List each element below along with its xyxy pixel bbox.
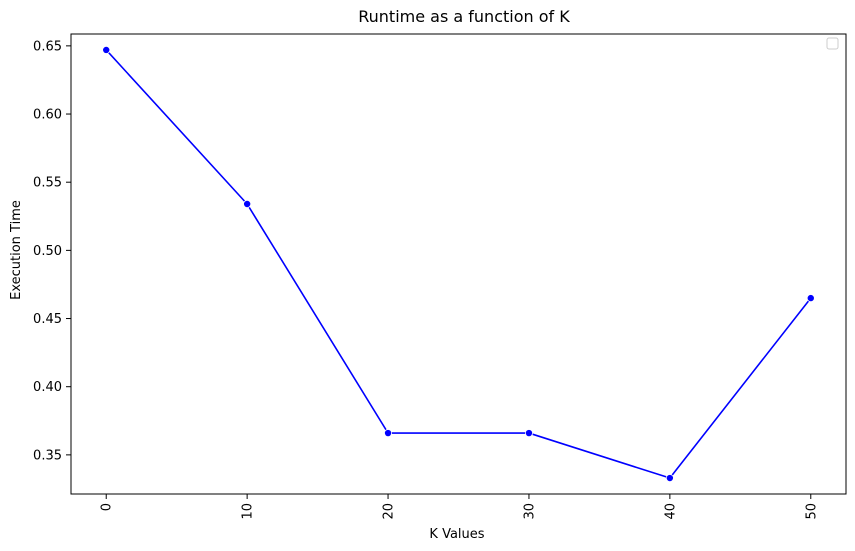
x-tick-label-3: 30: [522, 503, 537, 520]
x-tick-label-2: 20: [382, 503, 397, 520]
chart-title: Runtime as a function of K: [358, 7, 570, 26]
data-point-0-0: [102, 45, 111, 54]
x-tick-label-5: 50: [804, 503, 819, 520]
data-point-0-3: [524, 429, 533, 438]
data-point-0-1: [243, 200, 252, 209]
x-tick-label-1: 10: [241, 503, 256, 520]
plot-area: 0.35 0.40 0.45 0.50 0.55 0.60 0.65 0 10 20 30 40 50: [33, 33, 847, 520]
x-tick-label-0: 0: [100, 503, 115, 511]
x-tick-label-4: 40: [663, 503, 678, 520]
y-tick-label-2: 0.45: [33, 312, 62, 327]
data-point-0-2: [384, 429, 393, 438]
y-tick-label-1: 0.40: [33, 380, 62, 395]
legend-box: [826, 37, 839, 50]
data-point-0-5: [806, 294, 815, 303]
y-tick-label-0: 0.35: [33, 448, 62, 463]
y-tick-label-6: 0.65: [33, 39, 62, 54]
data-point-0-4: [665, 474, 674, 483]
x-axis-title: K Values: [429, 527, 484, 542]
y-axis-title: Execution Time: [9, 200, 24, 300]
y-tick-label-3: 0.50: [33, 244, 62, 259]
plot-frame: [70, 33, 847, 495]
series-line-0: [105, 49, 812, 479]
y-tick-label-5: 0.60: [33, 108, 62, 123]
y-tick-label-4: 0.55: [33, 176, 62, 191]
